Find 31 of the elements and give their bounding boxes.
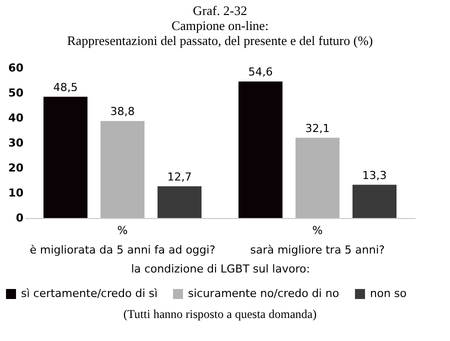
bar <box>100 121 144 218</box>
data-label: 12,7 <box>167 170 192 184</box>
y-tick-label: 50 <box>8 86 24 100</box>
data-label: 32,1 <box>305 122 330 135</box>
x-axis-title: la condizione di LGBT sul lavoro: <box>131 262 310 276</box>
data-label: 38,8 <box>110 105 135 118</box>
text: (Tutti hanno risposto a questa domanda) <box>123 307 317 321</box>
y-tick-label: 20 <box>8 162 24 174</box>
y-tick-label: 40 <box>8 112 24 124</box>
text: Rappresentazioni del passato, del presente e del futuro (%) <box>67 33 373 48</box>
data-label: 54,6 <box>248 66 273 78</box>
x-tick-label: sarà migliore tra 5 anni? <box>250 244 385 256</box>
legend-label: sì certamente/credo di sì <box>21 287 158 300</box>
bar <box>238 82 282 218</box>
y-tick-label: 60 <box>8 62 24 74</box>
bar <box>158 186 202 218</box>
bar <box>352 184 397 218</box>
y-tick-label: 30 <box>8 136 24 150</box>
data-label: 13,3 <box>362 168 387 182</box>
text: Campione on-line: <box>171 18 269 33</box>
text: % <box>312 224 323 237</box>
text: Graf. 2-32 <box>192 3 248 18</box>
y-tick-label: 0 <box>16 212 24 224</box>
y-tick-label: 10 <box>8 186 24 200</box>
bar <box>43 96 88 218</box>
bar <box>296 138 340 218</box>
x-tick-label: è migliorata da 5 anni fa ad oggi? <box>30 244 216 256</box>
data-label: 48,5 <box>53 80 78 94</box>
legend-label: non so <box>370 287 407 300</box>
text: % <box>117 224 128 237</box>
legend-label: sicuramente no/credo di no <box>188 287 340 300</box>
